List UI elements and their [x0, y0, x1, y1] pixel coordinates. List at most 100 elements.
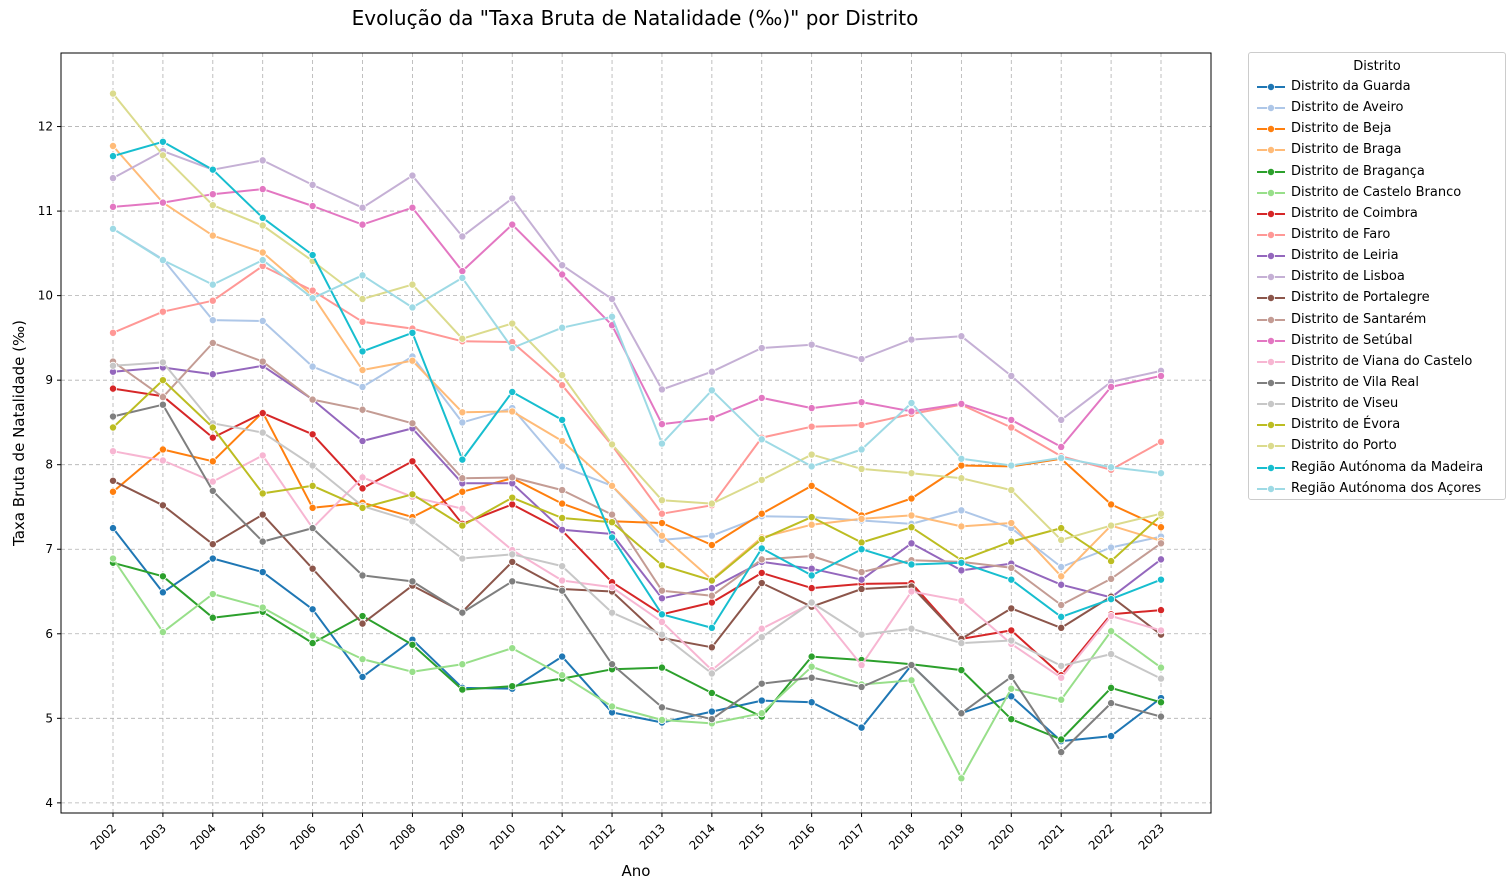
data-point: [508, 407, 517, 416]
data-point: [907, 494, 916, 503]
data-point: [458, 455, 467, 464]
legend-swatch: [1257, 146, 1285, 155]
legend-item: Distrito de Aveiro: [1249, 97, 1505, 118]
data-point: [458, 267, 467, 276]
data-point: [208, 280, 217, 289]
x-tick-label: 2021: [1036, 821, 1067, 852]
series-6: [109, 384, 1166, 680]
data-point: [508, 194, 517, 203]
series-line: [112, 557, 1162, 780]
data-point: [707, 623, 716, 632]
data-point: [757, 568, 766, 577]
series-line: [112, 140, 1162, 629]
data-point: [1007, 636, 1016, 645]
data-point: [508, 473, 517, 482]
data-point: [208, 370, 217, 379]
data-point: [807, 404, 816, 413]
x-tick-label: 2002: [88, 821, 119, 852]
legend-label: Distrito de Setúbal: [1291, 332, 1413, 348]
series-line: [112, 387, 1162, 677]
legend-item: Distrito de Portalegre: [1249, 287, 1505, 308]
y-axis: 4 5 6 7 8 9 10 11 12: [38, 120, 61, 810]
data-point: [158, 628, 167, 637]
data-point: [608, 510, 617, 519]
data-point: [957, 332, 966, 341]
data-point: [1057, 415, 1066, 424]
data-point: [158, 501, 167, 510]
data-point: [1157, 555, 1166, 564]
data-point: [208, 613, 217, 622]
data-point: [358, 503, 367, 512]
data-point: [1157, 539, 1166, 548]
data-point: [208, 338, 217, 347]
legend-item: Distrito de Lisboa: [1249, 266, 1505, 287]
data-point: [857, 545, 866, 554]
gridlines: [61, 53, 1211, 813]
data-point: [258, 185, 267, 194]
x-tick-label: 2014: [686, 821, 717, 852]
data-point: [458, 608, 467, 617]
data-point: [608, 583, 617, 592]
data-point: [1057, 612, 1066, 621]
data-point: [308, 286, 317, 295]
legend-item: Distrito de Leiria: [1249, 245, 1505, 266]
data-point: [957, 399, 966, 408]
data-point: [807, 340, 816, 349]
legend-label: Distrito de Viana do Castelo: [1291, 353, 1473, 369]
data-point: [508, 557, 517, 566]
data-point: [857, 514, 866, 523]
data-point: [109, 224, 118, 233]
legend-label: Região Autónoma dos Açores: [1291, 480, 1482, 496]
data-point: [657, 610, 666, 619]
legend-item: Distrito de Évora: [1249, 414, 1505, 435]
data-point: [957, 596, 966, 605]
data-point: [857, 575, 866, 584]
data-point: [308, 524, 317, 533]
data-point: [707, 715, 716, 724]
data-point: [807, 552, 816, 561]
data-point: [757, 696, 766, 705]
data-point: [907, 335, 916, 344]
data-point: [1007, 715, 1016, 724]
data-point: [907, 624, 916, 633]
data-point: [358, 295, 367, 304]
data-point: [1107, 521, 1116, 530]
data-point: [1007, 371, 1016, 380]
data-point: [408, 419, 417, 428]
data-point: [308, 631, 317, 640]
data-point: [109, 328, 118, 337]
data-point: [957, 454, 966, 463]
data-point: [857, 683, 866, 692]
data-point: [158, 393, 167, 402]
data-point: [358, 366, 367, 375]
data-point: [508, 344, 517, 353]
data-point: [109, 361, 118, 370]
data-point: [109, 89, 118, 98]
data-point: [258, 256, 267, 265]
data-point: [558, 323, 567, 332]
data-point: [707, 591, 716, 600]
data-point: [558, 437, 567, 446]
data-point: [857, 630, 866, 639]
data-point: [458, 408, 467, 417]
data-point: [308, 251, 317, 260]
data-point: [757, 624, 766, 633]
data-point: [707, 598, 716, 607]
legend-swatch: [1257, 294, 1285, 303]
data-point: [458, 334, 467, 343]
data-point: [757, 344, 766, 353]
data-point: [707, 499, 716, 508]
legend-swatch: [1257, 421, 1285, 430]
data-point: [458, 521, 467, 530]
series-layer: [109, 89, 1166, 783]
data-point: [408, 203, 417, 212]
data-point: [1107, 574, 1116, 583]
plot-area: [60, 52, 1212, 814]
data-point: [857, 445, 866, 454]
data-point: [158, 137, 167, 146]
data-point: [707, 688, 716, 697]
series-line: [112, 364, 1162, 600]
data-point: [857, 355, 866, 364]
legend-label: Distrito de Lisboa: [1291, 269, 1405, 285]
data-point: [707, 531, 716, 540]
